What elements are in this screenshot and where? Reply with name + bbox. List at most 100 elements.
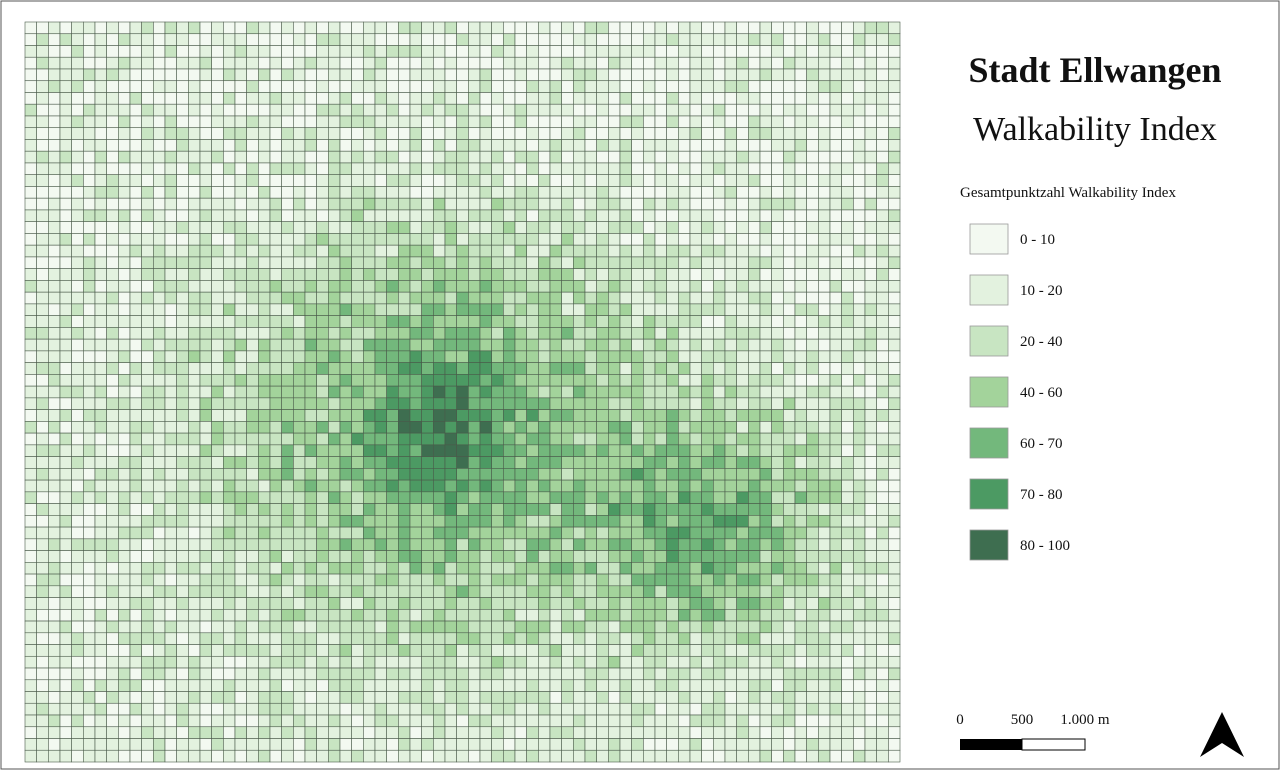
grid-cell [689, 573, 702, 587]
grid-cell [538, 68, 551, 82]
grid-cell [94, 550, 107, 563]
grid-cell [24, 291, 37, 305]
grid-cell [234, 174, 247, 187]
grid-cell [491, 444, 504, 457]
grid-cell [689, 45, 702, 58]
grid-cell [759, 197, 772, 211]
grid-cell [433, 115, 446, 129]
grid-cell [619, 80, 632, 93]
grid-cell [783, 150, 796, 164]
grid-cell [351, 538, 364, 551]
grid-cell [269, 655, 282, 669]
grid-cell [573, 714, 586, 728]
grid-cell [876, 45, 889, 58]
grid-cell [736, 691, 749, 704]
grid-cell [841, 256, 854, 269]
grid-cell [223, 139, 236, 152]
grid-cell [71, 327, 84, 340]
grid-cell [829, 374, 842, 387]
grid-cell [83, 233, 96, 246]
grid-cell [596, 749, 609, 763]
grid-cell [619, 268, 632, 281]
grid-cell [94, 315, 107, 328]
grid-cell [584, 597, 597, 610]
grid-cell [71, 186, 84, 199]
grid-cell [409, 374, 422, 387]
grid-cell [654, 597, 667, 610]
grid-cell [619, 244, 632, 258]
grid-cell [631, 338, 644, 352]
grid-cell [794, 515, 807, 528]
grid-cell [538, 327, 551, 340]
grid-cell [666, 115, 679, 129]
grid-cell [573, 256, 586, 269]
grid-cell [468, 385, 481, 399]
grid-cell [783, 385, 796, 399]
grid-cell [444, 315, 457, 328]
grid-cell [199, 655, 212, 669]
grid-cell [386, 468, 399, 481]
grid-cell [864, 68, 877, 82]
grid-cell [433, 385, 446, 399]
grid-cell [608, 233, 621, 246]
grid-cell [281, 174, 294, 187]
grid-cell [759, 597, 772, 610]
grid-cell [678, 244, 691, 258]
grid-cell [176, 691, 189, 704]
grid-cell [444, 174, 457, 187]
grid-cell [269, 409, 282, 422]
grid-cell [479, 562, 492, 575]
grid-cell [246, 749, 259, 763]
grid-cell [678, 491, 691, 504]
grid-cell [211, 397, 224, 410]
grid-cell [491, 655, 504, 669]
grid-cell [643, 127, 656, 140]
grid-cell [374, 80, 387, 93]
grid-cell [619, 374, 632, 387]
grid-cell [328, 150, 341, 164]
grid-cell [398, 432, 411, 446]
grid-cell [258, 667, 271, 681]
grid-cell [794, 702, 807, 716]
grid-cell [526, 92, 539, 105]
grid-cell [176, 432, 189, 446]
grid-cell [678, 280, 691, 293]
grid-cell [456, 174, 469, 187]
grid-cell [269, 468, 282, 481]
grid-cell [619, 432, 632, 446]
grid-cell [689, 280, 702, 293]
grid-cell [176, 444, 189, 457]
grid-cell [304, 33, 317, 46]
grid-cell [153, 21, 166, 35]
grid-cell [211, 350, 224, 363]
grid-cell [771, 562, 784, 575]
grid-cell [631, 92, 644, 105]
grid-cell [199, 714, 212, 728]
grid-cell [351, 491, 364, 504]
grid-cell [619, 726, 632, 739]
grid-cell [293, 374, 306, 387]
grid-cell [479, 221, 492, 234]
grid-cell [106, 162, 119, 175]
grid-cell [433, 409, 446, 422]
grid-cell [818, 174, 831, 187]
grid-cell [258, 644, 271, 657]
grid-cell [129, 432, 142, 446]
grid-cell [351, 68, 364, 82]
grid-cell [876, 562, 889, 575]
grid-cell [258, 632, 271, 645]
grid-cell [304, 726, 317, 739]
grid-cell [234, 33, 247, 46]
grid-cell [269, 702, 282, 716]
grid-cell [876, 491, 889, 504]
grid-cell [468, 68, 481, 82]
grid-cell [806, 421, 819, 434]
grid-cell [794, 444, 807, 457]
grid-cell [759, 421, 772, 434]
grid-cell [713, 197, 726, 211]
grid-cell [176, 115, 189, 129]
grid-cell [83, 479, 96, 493]
grid-cell [853, 526, 866, 540]
grid-cell [491, 702, 504, 716]
grid-cell [864, 338, 877, 352]
